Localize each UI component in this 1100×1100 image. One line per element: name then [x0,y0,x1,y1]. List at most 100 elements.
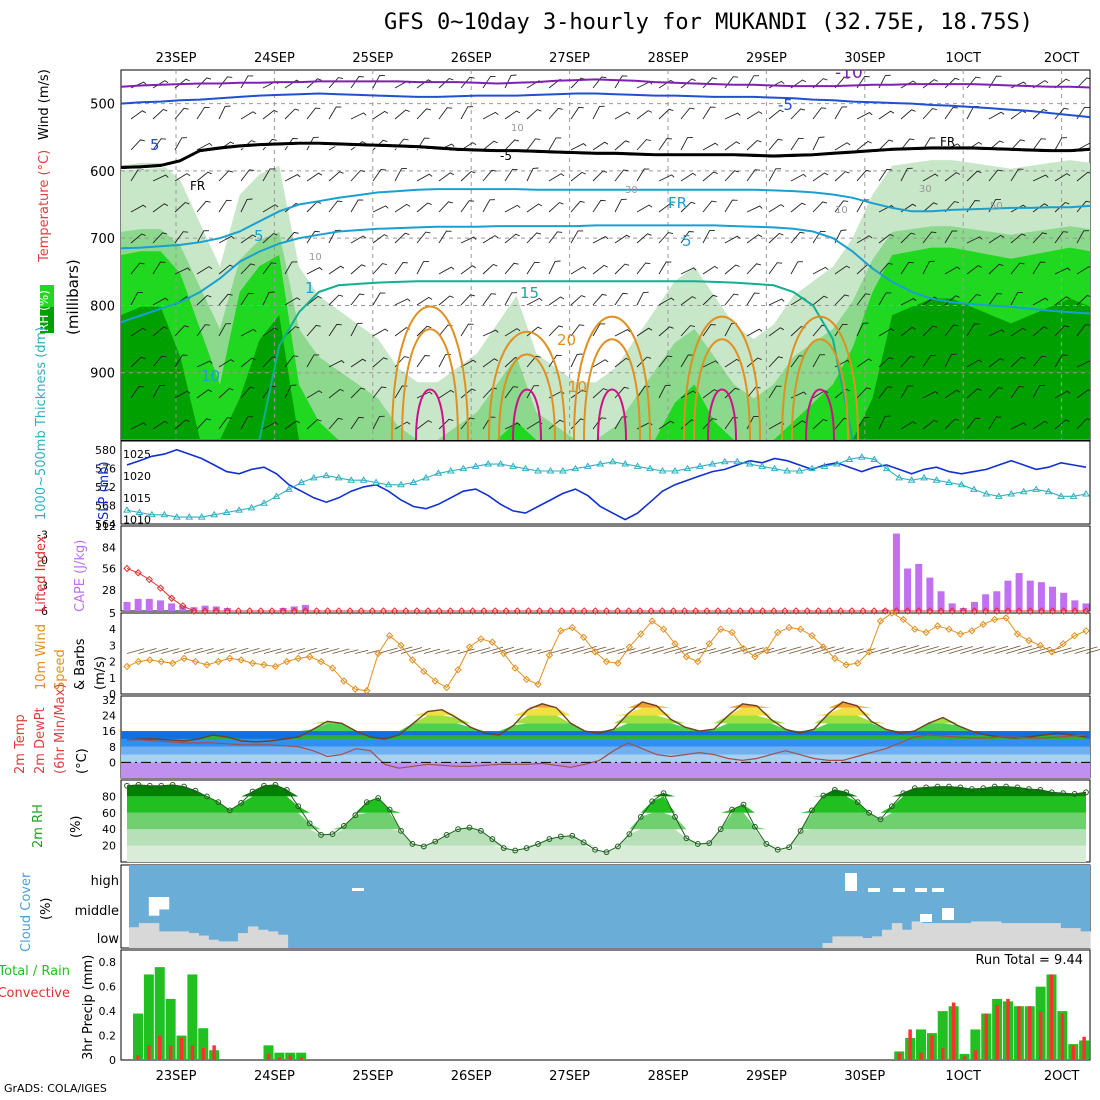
lifted-index-line-point [558,607,566,615]
precip-convective-bar [973,1050,978,1060]
rh2m-line-point [626,831,633,838]
rh2m-line-point [569,832,576,839]
rh2m-line-point [683,835,690,842]
rh2m-line-point [774,846,781,853]
wind-barb [702,294,718,306]
wind-speed-line-point [762,646,771,654]
wind-barb [416,231,431,244]
cloud-mid-bar [158,897,170,910]
legend-wind10m: 10m Wind [34,624,49,690]
date-label-top: 24SEP [254,51,295,66]
wind-barb [1076,77,1090,89]
contour-label: 20 [557,331,576,349]
lifted-index-line-point [569,607,577,615]
wind-speed-line-point [888,609,896,617]
lifted-index-line-point [602,607,611,615]
wind-barb-10m [218,648,237,654]
wind-barb [130,139,146,151]
wind-speed-line-point [831,654,839,663]
rh2m-line-point [283,786,290,793]
wind-barb [834,76,849,89]
wind-speed-line-point [1059,640,1067,648]
legend-cloud: Cloud Cover [19,872,34,952]
isotherm-18 [573,315,651,440]
wind-barb-10m [298,647,317,654]
lifted-index-line-point [714,607,722,615]
wind-speed-line-point [1025,636,1033,645]
wind-barb [306,107,321,120]
precip-tick: 0.8 [99,956,117,969]
cloud-low-bar [822,943,834,948]
rh2m-line-point [991,783,998,790]
wind-speed-line-point [682,653,691,661]
wind-barb [1076,360,1090,368]
wind-barb-10m [172,648,191,654]
wind-barb-10m [731,646,756,654]
wind-barb-10m [868,647,889,654]
thickness-line-point [1007,490,1016,497]
wind-barb [636,327,653,337]
wind-barb [636,262,651,275]
wind-barb [790,355,805,368]
thickness-tick: 568 [95,500,116,513]
wind-barb [152,420,169,430]
date-label-top: 26SEP [451,51,492,66]
cape-bar [993,591,1001,611]
wind-speed-line-point [500,649,508,658]
wind-barb [702,324,716,337]
wind-barb [614,140,630,151]
wind-barb [636,356,652,368]
wind-barb [900,167,913,182]
precip-convective-bar [1082,1036,1086,1060]
wind-barb [174,419,190,430]
wind-barb [196,77,212,89]
wind-barb [482,293,497,306]
thickness-line-point [409,478,418,485]
wind-barb [218,105,231,120]
wind-speed-line-point [431,677,439,685]
cloud-low-bar [961,923,972,948]
cloud-high-patch [845,873,857,891]
rh2m-line-point [637,814,644,820]
rh2m-line-point [478,827,484,834]
wind-barb [548,296,565,306]
wind-barb [636,291,649,306]
thickness-line-point [285,485,293,492]
cloud-low-bar [1050,923,1061,948]
wind-barb [614,357,630,368]
cape-bar [982,594,990,611]
precip-total-bar [133,1013,144,1060]
wind-speed-line-point [248,659,257,667]
wind-barb [1032,355,1047,368]
cloud-high-patch [915,888,927,892]
wind-barb [878,139,894,151]
wind-barb [658,420,675,430]
wind-barb [614,292,628,306]
wind-barb [416,173,433,182]
wind-speed-line-point [545,651,554,659]
wind-barb [1032,138,1047,151]
rh2m-line-point [763,841,770,847]
wind-barb [372,74,385,89]
wind-barb [328,229,341,244]
wind-barb-10m [789,646,814,654]
wind-barb [284,420,301,430]
wind-barb [746,328,763,337]
wind-barb [1010,262,1025,275]
legend-wind: Wind (m/s) [37,69,52,140]
wind-barb [768,385,782,399]
wind-barb [196,389,213,399]
wind-barb [1054,296,1071,306]
wind-barb [218,359,235,368]
wind-barb [900,261,914,275]
wind-speed-line-point [1070,631,1079,640]
date-label-bottom: 23SEP [156,1069,197,1084]
lifted-index-line-point [547,607,555,615]
wind-speed-line-point [956,630,965,638]
thickness-line-point [322,471,331,479]
wind-barb [1054,354,1068,368]
thickness-line-point [247,503,256,511]
cape-bar [145,598,153,611]
wind-speed-line-point [168,659,177,667]
wind-barb [372,110,389,120]
